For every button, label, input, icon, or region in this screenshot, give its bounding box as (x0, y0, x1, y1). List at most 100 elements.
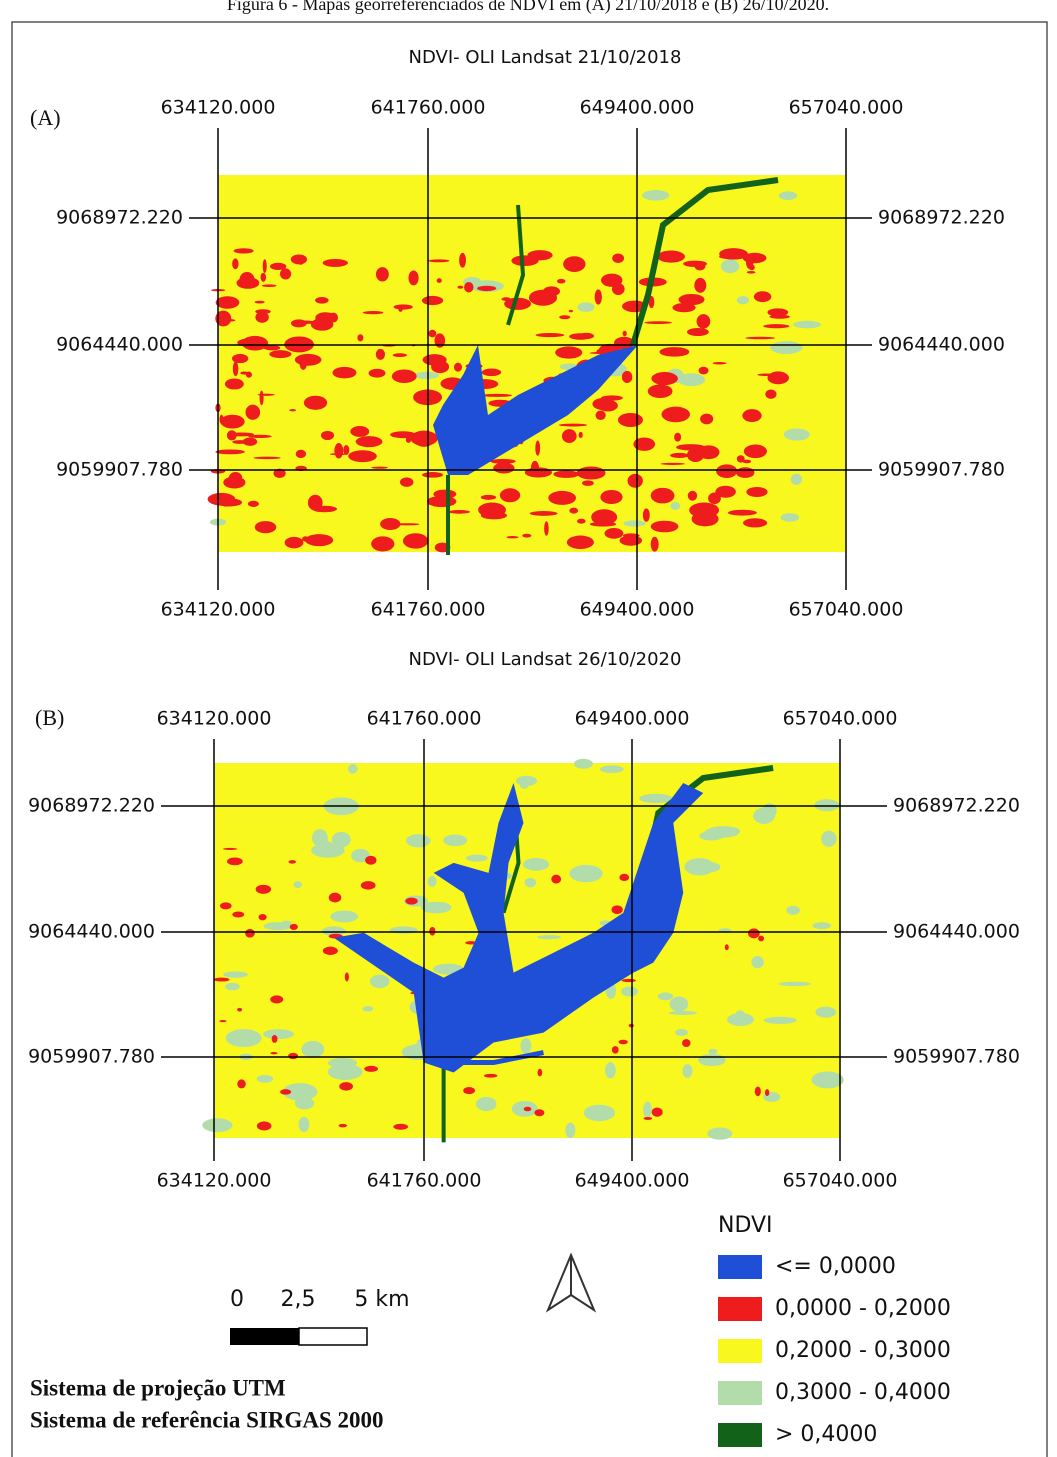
bare-soil-patch (234, 248, 254, 253)
bare-soil-patch (765, 1089, 769, 1096)
bare-soil-patch (258, 394, 275, 396)
bare-soil-patch (620, 535, 642, 545)
bare-soil-patch (454, 363, 462, 372)
x-coordinate-label: 641760.000 (371, 97, 486, 119)
bare-soil-patch (255, 301, 265, 304)
x-coordinate-label: 649400.000 (575, 1170, 690, 1192)
bare-soil-patch (643, 508, 650, 521)
legend-label: 0,0000 - 0,2000 (775, 1296, 951, 1321)
bare-soil-patch (311, 318, 334, 331)
vegetation-patch (812, 922, 831, 929)
bare-soil-patch (754, 291, 771, 302)
bare-soil-patch (297, 256, 305, 265)
vegetation-patch (793, 321, 821, 329)
bare-soil-patch (269, 350, 291, 358)
bare-soil-patch (289, 409, 296, 411)
map-title: NDVI- OLI Landsat 21/10/2018 (409, 47, 682, 68)
bare-soil-patch (716, 464, 737, 478)
bare-soil-patch (229, 472, 242, 484)
vegetation-patch (569, 865, 602, 882)
bare-soil-patch (291, 319, 307, 327)
bare-soil-patch (248, 501, 259, 507)
bare-soil-patch (254, 457, 281, 460)
bare-soil-patch (350, 426, 369, 437)
bare-soil-patch (259, 914, 267, 920)
bare-soil-patch (652, 1108, 663, 1117)
y-coordinate-label: 9068972.220 (893, 795, 1020, 817)
bare-soil-patch (698, 445, 720, 459)
scale-bar-label: 2,5 (281, 1287, 316, 1312)
vegetation-patch (537, 935, 561, 939)
vegetation-patch (707, 1127, 732, 1139)
bare-soil-patch (239, 272, 254, 287)
bare-soil-patch (651, 488, 675, 504)
bare-soil-patch (422, 296, 443, 305)
bare-soil-patch (348, 450, 377, 462)
bare-soil-patch (305, 534, 333, 546)
bare-soil-patch (648, 384, 673, 398)
bare-soil-patch (357, 334, 363, 341)
vegetation-patch (520, 1038, 531, 1053)
bare-soil-patch (579, 432, 583, 438)
bare-soil-patch (323, 259, 348, 267)
bare-soil-patch (410, 431, 437, 446)
bare-soil-patch (559, 315, 570, 319)
bare-soil-patch (538, 1069, 543, 1077)
y-coordinate-label: 9064440.000 (893, 921, 1020, 943)
vegetation-patch (704, 828, 739, 838)
x-coordinate-label: 634120.000 (161, 599, 276, 621)
bare-soil-patch (321, 431, 334, 440)
vegetation-patch (520, 779, 529, 789)
bare-soil-patch (644, 321, 672, 324)
bare-soil-patch (457, 286, 463, 289)
vegetation-patch (621, 987, 638, 997)
bare-soil-patch (262, 284, 277, 287)
vegetation-patch (698, 1054, 725, 1066)
x-coordinate-label: 634120.000 (157, 1170, 272, 1192)
bare-soil-patch (745, 337, 775, 340)
bare-soil-patch (270, 1052, 277, 1054)
y-coordinate-label: 9064440.000 (878, 334, 1005, 356)
vegetation-patch (786, 906, 800, 915)
bare-soil-patch (506, 536, 518, 538)
bare-soil-patch (237, 1079, 246, 1088)
vegetation-patch (565, 1122, 575, 1138)
bare-soil-patch (427, 496, 457, 507)
scale-bar-black (230, 1328, 299, 1345)
bare-soil-patch (746, 255, 753, 269)
bare-soil-patch (595, 289, 602, 304)
bare-soil-patch (651, 537, 659, 552)
bare-soil-patch (601, 274, 622, 287)
vegetation-patch (525, 878, 536, 888)
vegetation-patch (779, 191, 797, 200)
bare-soil-patch (708, 493, 721, 505)
bare-soil-patch (622, 371, 632, 383)
north-arrow (548, 1255, 594, 1310)
x-coordinate-label: 641760.000 (371, 599, 486, 621)
bare-soil-patch (260, 391, 264, 406)
bare-soil-patch (288, 1053, 298, 1059)
bare-soil-patch (237, 1008, 242, 1012)
page: Figura 6 - Mapas georreferenciados de ND… (0, 0, 1057, 1457)
bare-soil-patch (219, 415, 223, 424)
vegetation-patch (770, 341, 802, 354)
x-coordinate-label: 634120.000 (161, 97, 276, 119)
note: Sistema de referência SIRGAS 2000 (30, 1407, 383, 1432)
bare-soil-patch (482, 368, 501, 376)
bare-soil-patch (600, 490, 622, 504)
bare-soil-patch (551, 875, 561, 884)
bare-soil-patch (227, 858, 243, 866)
y-coordinate-label: 9059907.780 (56, 459, 183, 481)
vegetation-patch (257, 1075, 273, 1083)
vegetation-patch (443, 835, 467, 847)
bare-soil-patch (261, 273, 267, 282)
vegetation-patch (225, 983, 240, 991)
vegetation-patch (414, 372, 439, 379)
vegetation-patch (311, 843, 344, 858)
bare-soil-patch (500, 488, 520, 502)
bare-soil-patch (493, 463, 514, 474)
vegetation-patch (623, 520, 645, 526)
bare-soil-patch (329, 893, 341, 903)
bare-soil-patch (308, 495, 323, 511)
bare-soil-patch (332, 367, 356, 378)
